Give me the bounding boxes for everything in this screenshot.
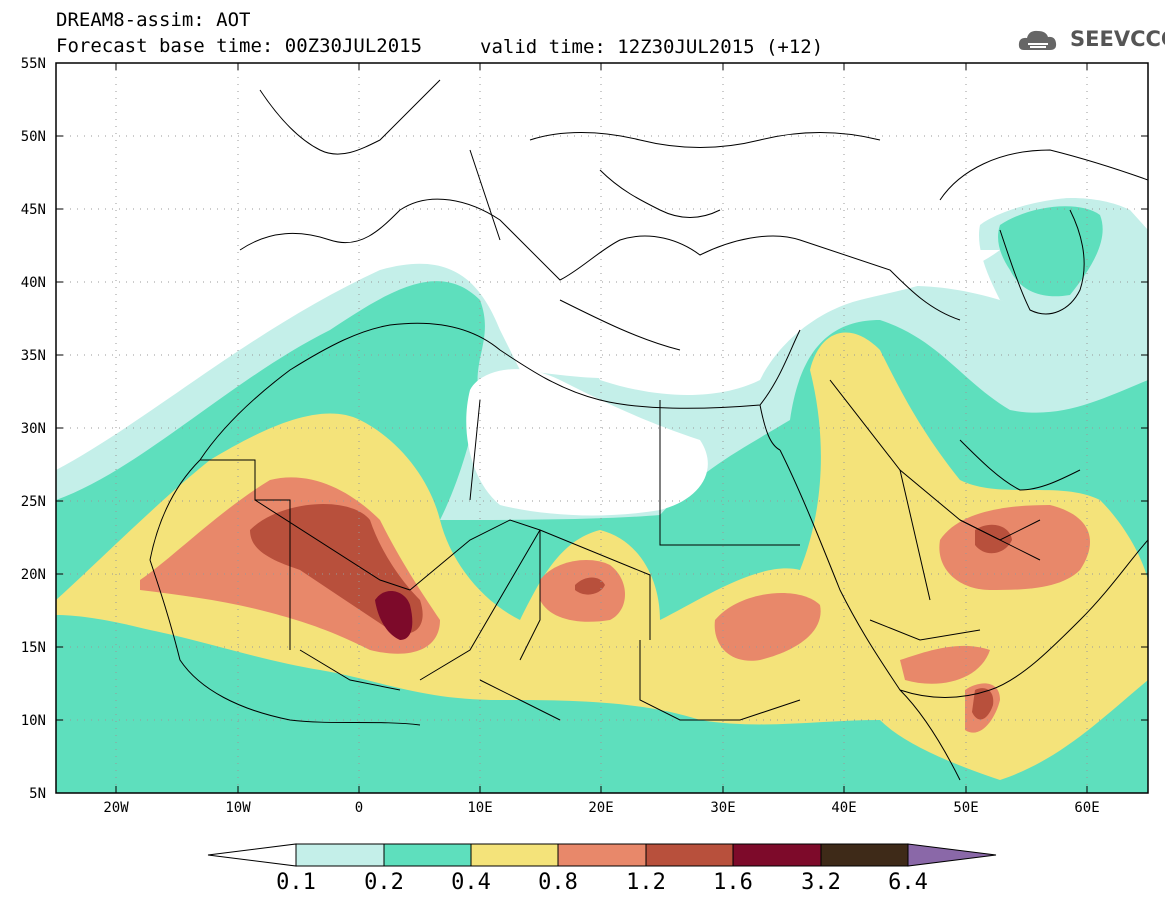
colorbar-swatch (470, 843, 559, 867)
lat-label: 40N (21, 275, 46, 291)
borders (200, 379, 1041, 721)
lon-label: 50E (953, 800, 978, 816)
colorbar-label: 0.8 (538, 870, 578, 895)
colorbar-swatch (383, 843, 472, 867)
aot-level-1.2-yemen (900, 645, 990, 684)
lat-label: 35N (21, 348, 46, 364)
map-grid (56, 63, 1148, 793)
lon-label: 0 (355, 800, 363, 816)
lat-label: 25N (21, 494, 46, 510)
logo-text: SEEVCCC (1070, 27, 1165, 51)
lon-label: 20E (588, 800, 613, 816)
lat-label: 55N (21, 56, 46, 72)
aot-clear-north (56, 63, 1148, 450)
aot-clear-eastmed (576, 250, 1000, 395)
lon-label: 20W (103, 800, 129, 816)
colorbar-swatch (820, 843, 909, 867)
aot-level-1.6-chad (575, 577, 605, 595)
lat-label: 50N (21, 129, 46, 145)
colorbar-label: 6.4 (888, 870, 928, 895)
aot-level-1.6-somalia (972, 688, 994, 720)
colorbar-swatch (557, 843, 647, 867)
latitude-labels: 55N 50N 45N 40N 35N 30N 25N 20N 15N 10N … (21, 56, 46, 802)
aot-level-0.4 (56, 332, 1148, 780)
colorbar-swatch (732, 843, 822, 867)
aot-level-3.2-niger (375, 590, 413, 640)
longitude-labels: 20W 10W 0 10E 20E 30E 40E 50E 60E (103, 800, 1099, 816)
colorbar-swatch (645, 843, 734, 867)
aot-clear-libya (466, 369, 708, 516)
colorbar-swatch (295, 843, 385, 867)
colorbar-label: 1.2 (626, 870, 666, 895)
tick-marks (56, 63, 1148, 793)
valid-time: valid time: 12Z30JUL2015 (+12) (480, 36, 824, 58)
colorbar-label: 1.6 (713, 870, 753, 895)
lon-label: 60E (1074, 800, 1099, 816)
colorbar (207, 843, 997, 867)
map-title: DREAM8-assim: AOT (56, 9, 251, 31)
aot-level-1.2-sudan (714, 593, 821, 661)
colorbar-over-triangle (907, 843, 997, 867)
lat-label: 30N (21, 421, 46, 437)
coastlines (149, 79, 1148, 781)
forecast-base-time: Forecast base time: 00Z30JUL2015 (56, 35, 423, 57)
lat-label: 5N (29, 786, 46, 802)
lat-label: 10N (21, 713, 46, 729)
colorbar-under-triangle (207, 843, 297, 867)
aot-level-0.2-caspian (998, 206, 1103, 297)
lon-label: 30E (710, 800, 735, 816)
colorbar-label: 0.2 (364, 870, 404, 895)
lon-label: 10W (225, 800, 251, 816)
lat-label: 20N (21, 567, 46, 583)
lon-label: 40E (831, 800, 856, 816)
lat-label: 45N (21, 202, 46, 218)
cloud-logo-icon (1018, 30, 1057, 50)
colorbar-label: 0.1 (276, 870, 316, 895)
lat-label: 15N (21, 640, 46, 656)
colorbar-label: 0.4 (451, 870, 491, 895)
colorbar-label: 3.2 (801, 870, 841, 895)
lon-label: 10E (467, 800, 492, 816)
